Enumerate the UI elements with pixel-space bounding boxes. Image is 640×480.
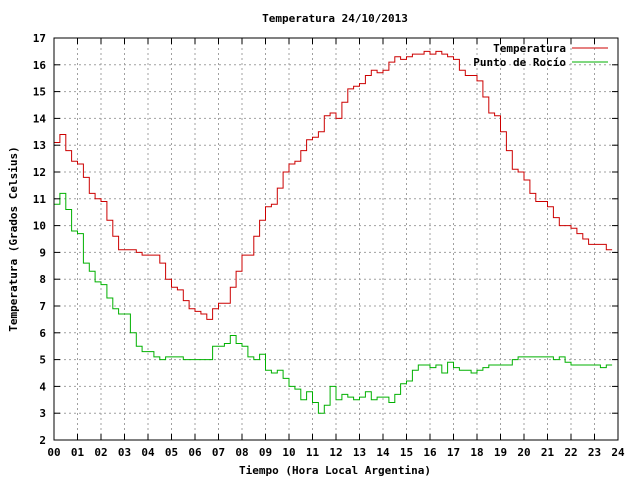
x-tick-label: 02 bbox=[94, 446, 107, 459]
x-tick-label: 05 bbox=[165, 446, 178, 459]
chart-title: Temperatura 24/10/2013 bbox=[262, 12, 408, 25]
y-tick-label: 3 bbox=[39, 407, 46, 420]
x-tick-label: 11 bbox=[306, 446, 320, 459]
y-tick-label: 14 bbox=[33, 112, 47, 125]
y-tick-label: 16 bbox=[33, 59, 47, 72]
x-tick-label: 19 bbox=[494, 446, 507, 459]
x-tick-label: 22 bbox=[564, 446, 577, 459]
x-tick-label: 23 bbox=[588, 446, 601, 459]
x-tick-label: 18 bbox=[470, 446, 483, 459]
y-tick-label: 7 bbox=[39, 300, 46, 313]
x-tick-label: 08 bbox=[235, 446, 248, 459]
y-tick-label: 12 bbox=[33, 166, 46, 179]
x-axis-label: Tiempo (Hora Local Argentina) bbox=[239, 464, 431, 477]
y-axis-label: Temperatura (Grados Celsius) bbox=[7, 146, 20, 331]
y-tick-label: 6 bbox=[39, 327, 46, 340]
y-tick-label: 4 bbox=[39, 380, 46, 393]
series-punto-de-roc-o-line bbox=[54, 192, 613, 414]
y-tick-label: 5 bbox=[39, 354, 46, 367]
x-tick-label: 07 bbox=[212, 446, 225, 459]
x-tick-label: 13 bbox=[353, 446, 366, 459]
y-tick-label: 8 bbox=[39, 273, 46, 286]
legend-label: Temperatura bbox=[493, 42, 566, 55]
x-tick-label: 15 bbox=[400, 446, 413, 459]
x-tick-label: 14 bbox=[376, 446, 390, 459]
y-tick-label: 13 bbox=[33, 139, 46, 152]
x-tick-label: 10 bbox=[282, 446, 295, 459]
series-temperatura-line bbox=[54, 50, 613, 320]
x-tick-label: 24 bbox=[611, 446, 625, 459]
x-tick-label: 17 bbox=[447, 446, 460, 459]
x-tick-label: 16 bbox=[423, 446, 437, 459]
y-tick-label: 11 bbox=[33, 193, 47, 206]
x-tick-label: 21 bbox=[541, 446, 555, 459]
y-tick-label: 17 bbox=[33, 32, 46, 45]
x-tick-label: 20 bbox=[517, 446, 530, 459]
tick-label-layer: 00 01 02 03 04 05 06 07 08 09 10 11 12 13 14 15 16 17 18 19… bbox=[33, 32, 625, 459]
series-layer bbox=[54, 50, 613, 414]
x-tick-label: 04 bbox=[141, 446, 155, 459]
y-tick-label: 15 bbox=[33, 86, 46, 99]
x-tick-label: 00 bbox=[47, 446, 60, 459]
x-tick-label: 01 bbox=[71, 446, 85, 459]
x-tick-label: 12 bbox=[329, 446, 342, 459]
tick-layer bbox=[53, 37, 619, 441]
x-tick-label: 06 bbox=[188, 446, 202, 459]
grid-layer bbox=[54, 38, 618, 440]
x-tick-label: 09 bbox=[259, 446, 272, 459]
y-tick-label: 10 bbox=[33, 220, 46, 233]
y-tick-label: 9 bbox=[39, 246, 46, 259]
y-tick-label: 2 bbox=[39, 434, 46, 447]
x-tick-label: 03 bbox=[118, 446, 131, 459]
legend-label: Punto de Rocío bbox=[473, 56, 566, 69]
